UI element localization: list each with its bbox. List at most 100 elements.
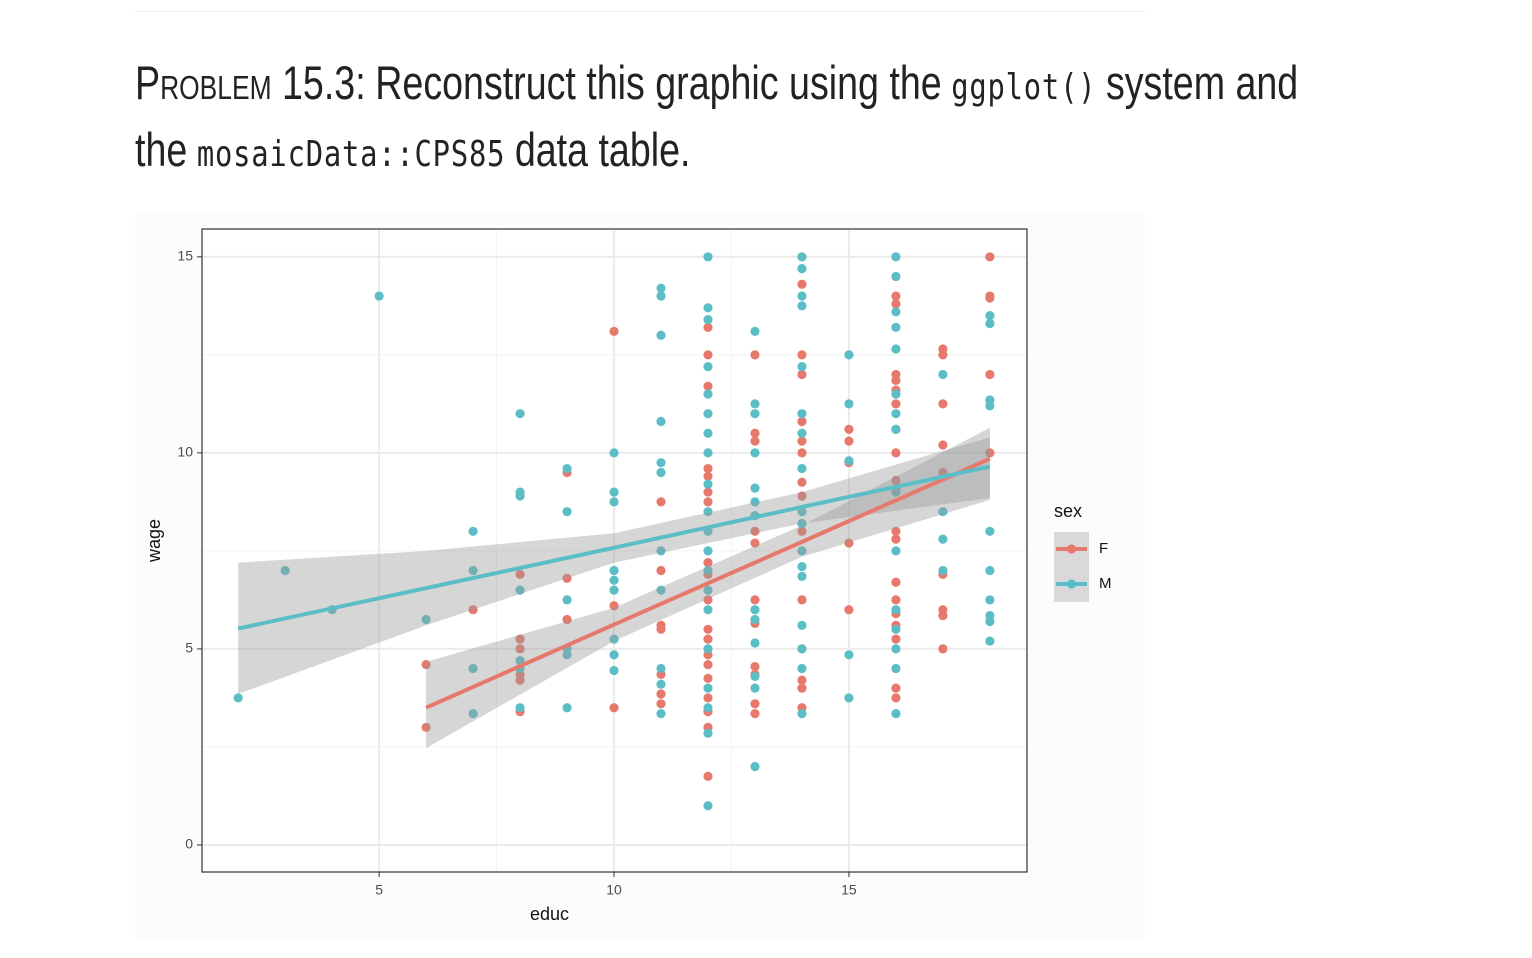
point (703, 303, 713, 313)
legend-point (1066, 579, 1077, 589)
point (750, 699, 760, 709)
point (609, 585, 619, 595)
point (938, 534, 948, 544)
point (985, 636, 995, 646)
point (656, 679, 666, 689)
point (985, 595, 995, 605)
point (703, 771, 713, 781)
point (797, 571, 807, 581)
point-group (233, 252, 995, 811)
point (703, 428, 713, 438)
point (938, 399, 948, 409)
point (562, 463, 572, 474)
y-tick-label: 5 (185, 640, 193, 656)
point (938, 369, 948, 380)
point (985, 369, 995, 380)
point (797, 416, 807, 427)
point (750, 661, 760, 672)
point (891, 487, 901, 497)
point (703, 381, 713, 391)
point (938, 610, 948, 621)
point (703, 703, 713, 713)
point (844, 424, 854, 434)
point (797, 620, 807, 630)
point (703, 565, 713, 576)
point (797, 463, 807, 474)
y-axis-title: wage (144, 519, 164, 563)
point (750, 761, 760, 772)
point (938, 350, 948, 360)
point (750, 497, 760, 507)
point (515, 675, 525, 685)
point (797, 350, 807, 360)
y-tick-label: 10 (177, 444, 193, 460)
point (703, 479, 713, 489)
point (656, 467, 666, 478)
point (985, 448, 995, 458)
point (609, 326, 619, 336)
point (703, 585, 713, 595)
point (797, 409, 807, 419)
point (891, 424, 901, 434)
point (703, 546, 713, 556)
point (844, 605, 854, 615)
point (703, 497, 713, 507)
point (656, 497, 666, 507)
point (844, 693, 854, 703)
problem-label: Problem 15.3: (135, 56, 366, 109)
point (750, 538, 760, 548)
point (844, 650, 854, 660)
point (609, 497, 619, 507)
point (703, 624, 713, 634)
point (891, 546, 901, 556)
point (750, 326, 760, 336)
point (985, 401, 995, 411)
point (750, 526, 760, 536)
point (703, 673, 713, 683)
point (468, 526, 478, 536)
point (609, 448, 619, 458)
heading-line: the mosaicData::CPS85 data table. (135, 119, 1298, 186)
point (233, 693, 243, 703)
point (797, 369, 807, 380)
y-tick-label: 0 (185, 836, 193, 852)
point (891, 663, 901, 674)
point (656, 283, 666, 293)
point (703, 463, 713, 474)
point (656, 663, 666, 674)
point (891, 709, 901, 719)
point (609, 575, 619, 585)
point (797, 675, 807, 685)
point (703, 644, 713, 654)
point (985, 526, 995, 536)
point (656, 585, 666, 595)
point (891, 307, 901, 317)
point (797, 436, 807, 446)
point (891, 291, 901, 301)
point (515, 585, 525, 595)
point (797, 477, 807, 487)
point (797, 279, 807, 289)
point (797, 491, 807, 501)
point (750, 605, 760, 615)
point (703, 362, 713, 372)
problem-heading: Problem 15.3: Reconstruct this graphic us… (135, 52, 1298, 186)
point (656, 330, 666, 340)
point (750, 483, 760, 493)
point (891, 299, 901, 309)
point (656, 565, 666, 576)
point (421, 722, 431, 732)
point (656, 624, 666, 634)
point (515, 569, 525, 580)
point (468, 663, 478, 674)
confidence-band (238, 437, 990, 694)
y-tick-label: 15 (177, 248, 193, 264)
fit-line (425, 456, 991, 710)
point (985, 293, 995, 303)
point (891, 409, 901, 419)
point (703, 507, 713, 517)
point (609, 665, 619, 676)
point (844, 436, 854, 446)
point (374, 291, 384, 301)
point (515, 703, 525, 713)
